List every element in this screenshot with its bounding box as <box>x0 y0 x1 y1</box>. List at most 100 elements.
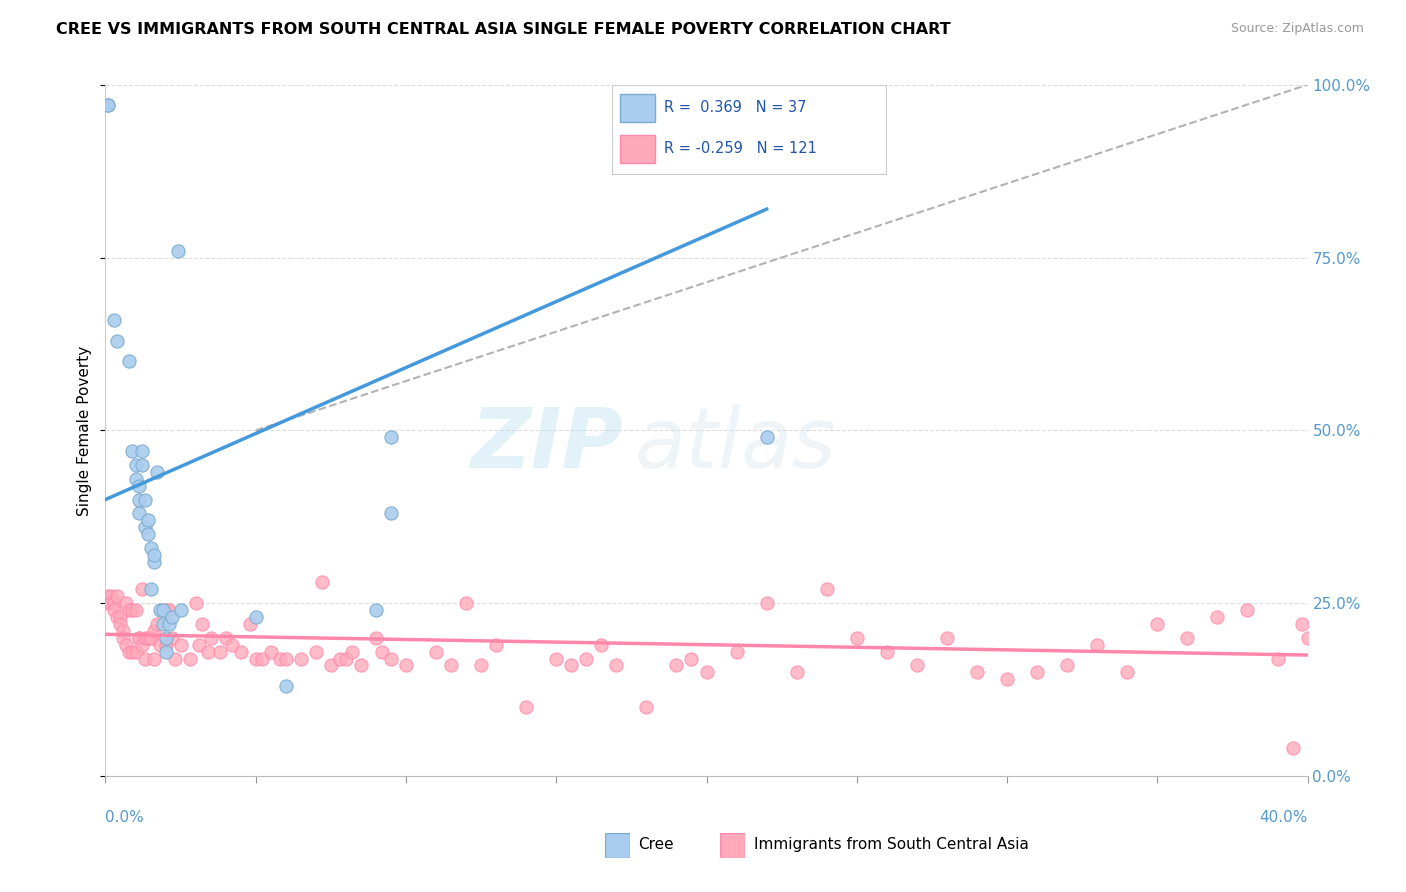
Point <box>103 596 125 610</box>
Point <box>1362 596 1385 610</box>
Point <box>725 644 748 658</box>
Point <box>100 596 122 610</box>
Point <box>239 617 262 632</box>
Point <box>335 651 357 665</box>
Point <box>290 651 312 665</box>
Point <box>142 624 165 638</box>
Bar <box>620 94 655 122</box>
Point <box>305 644 328 658</box>
Point <box>128 507 150 521</box>
Point <box>454 596 477 610</box>
Point <box>546 651 568 665</box>
Point <box>187 638 209 652</box>
Point <box>163 651 186 665</box>
Text: Source: ZipAtlas.com: Source: ZipAtlas.com <box>1230 22 1364 36</box>
Text: CREE VS IMMIGRANTS FROM SOUTH CENTRAL ASIA SINGLE FEMALE POVERTY CORRELATION CHA: CREE VS IMMIGRANTS FROM SOUTH CENTRAL AS… <box>56 22 950 37</box>
Point <box>121 444 143 458</box>
Point <box>118 603 141 617</box>
Point <box>139 541 162 555</box>
Point <box>1236 603 1258 617</box>
Point <box>815 582 838 597</box>
Point <box>1296 631 1319 645</box>
Point <box>152 603 174 617</box>
Point <box>1281 741 1303 756</box>
Point <box>1312 734 1334 748</box>
Text: ZIP: ZIP <box>470 404 623 484</box>
Point <box>110 617 132 632</box>
Point <box>179 651 201 665</box>
Point <box>97 98 120 112</box>
Point <box>110 610 132 624</box>
Point <box>118 644 141 658</box>
Point <box>107 590 129 604</box>
Point <box>115 596 138 610</box>
Point <box>1291 617 1313 632</box>
Point <box>124 458 146 472</box>
Point <box>139 631 162 645</box>
Point <box>142 651 165 665</box>
Point <box>155 644 177 658</box>
Point <box>1175 631 1198 645</box>
Point <box>100 590 122 604</box>
Point <box>103 603 125 617</box>
Point <box>214 631 236 645</box>
Point <box>755 430 778 444</box>
Point <box>1085 638 1108 652</box>
Point <box>380 651 402 665</box>
Point <box>319 658 342 673</box>
Point <box>131 582 153 597</box>
Point <box>425 644 447 658</box>
Point <box>440 658 463 673</box>
Point <box>221 638 243 652</box>
Point <box>575 651 598 665</box>
Point <box>136 513 159 527</box>
Point <box>136 527 159 541</box>
Point <box>1341 741 1364 756</box>
Point <box>274 679 297 693</box>
Point <box>97 590 120 604</box>
Point <box>169 638 191 652</box>
Point <box>1146 617 1168 632</box>
Point <box>229 644 252 658</box>
Point <box>245 651 267 665</box>
Point <box>148 638 170 652</box>
Point <box>131 444 153 458</box>
Point <box>190 617 212 632</box>
Point <box>197 644 219 658</box>
Point <box>124 644 146 658</box>
Point <box>936 631 959 645</box>
Point <box>364 631 387 645</box>
Point <box>155 603 177 617</box>
Point <box>139 631 162 645</box>
Point <box>966 665 988 680</box>
Point <box>115 638 138 652</box>
Point <box>97 596 120 610</box>
Point <box>128 492 150 507</box>
Point <box>274 651 297 665</box>
Point <box>380 430 402 444</box>
Point <box>145 617 167 632</box>
Point <box>134 651 156 665</box>
Point <box>485 638 508 652</box>
Point <box>1267 651 1289 665</box>
Point <box>112 624 135 638</box>
Point <box>134 492 156 507</box>
Point <box>636 699 658 714</box>
Point <box>1386 617 1406 632</box>
Point <box>145 465 167 479</box>
Point <box>845 631 868 645</box>
Text: R = -0.259   N = 121: R = -0.259 N = 121 <box>664 142 817 156</box>
Point <box>876 644 898 658</box>
Point <box>470 658 492 673</box>
Point <box>1357 617 1379 632</box>
Text: Immigrants from South Central Asia: Immigrants from South Central Asia <box>754 838 1029 852</box>
Point <box>121 644 143 658</box>
Point <box>160 610 183 624</box>
Point <box>131 458 153 472</box>
Point <box>1381 644 1403 658</box>
Point <box>1326 644 1348 658</box>
Point <box>245 610 267 624</box>
Point <box>134 631 156 645</box>
Point <box>995 673 1018 687</box>
Point <box>128 479 150 493</box>
